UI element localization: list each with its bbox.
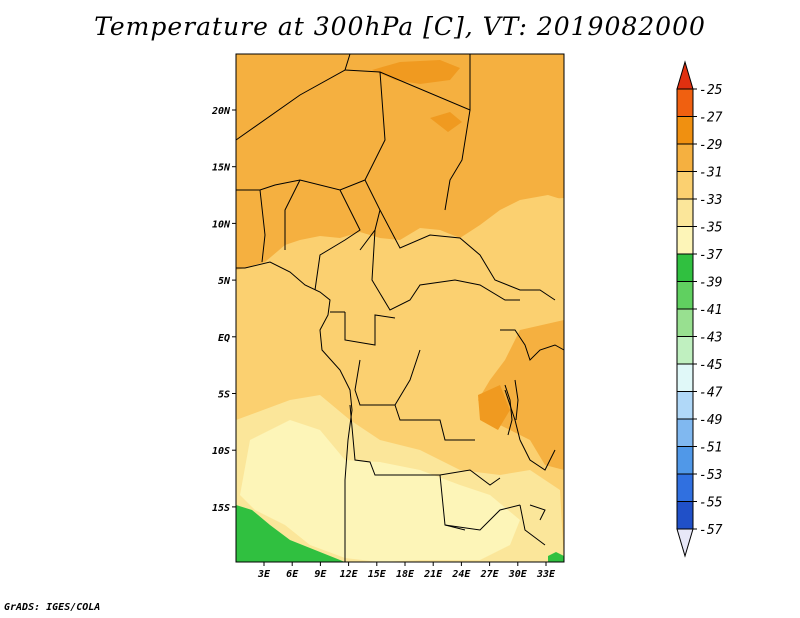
colorbar-label: -55 xyxy=(699,496,723,511)
lon-tick-label: 3E xyxy=(257,569,271,580)
colorbar-label: -51 xyxy=(699,441,722,456)
lon-tick-label: 21E xyxy=(423,569,443,580)
colorbar-label: -41 xyxy=(699,303,722,318)
map-title: Temperature at 300hPa [C], VT: 201908200… xyxy=(94,12,706,41)
colorbar-label: -43 xyxy=(699,331,722,346)
latitude-axis: 20N 15N 10N 5N EQ 5S 10S 15S xyxy=(211,106,236,514)
colorbar-swatch xyxy=(676,363,694,392)
region-orange-east xyxy=(478,320,564,470)
colorbar-bottom-arrow xyxy=(676,528,694,558)
colorbar-swatch xyxy=(676,336,694,365)
colorbar-swatch xyxy=(676,116,694,145)
colorbar-label: -27 xyxy=(699,111,723,126)
lat-tick-label: 5N xyxy=(218,276,231,287)
colorbar-swatch xyxy=(676,501,694,530)
colorbar-label: -33 xyxy=(699,193,722,208)
region-green-southeast xyxy=(548,552,564,562)
colorbar-swatch xyxy=(676,198,694,227)
colorbar-swatch xyxy=(676,308,694,337)
colorbar-swatch xyxy=(676,253,694,282)
colorbar-swatch xyxy=(676,446,694,475)
colorbar-swatch xyxy=(676,143,694,172)
region-orange-north xyxy=(236,54,564,270)
footer-credit: GrADS: IGES/COLA xyxy=(4,602,101,613)
colorbar-label: -39 xyxy=(699,276,722,291)
colorbar-label: -25 xyxy=(699,83,723,98)
longitude-axis: 3E 6E 9E 12E 15E 18E 21E 24E 27E 30E 33E xyxy=(257,562,556,580)
region-yellow-east xyxy=(505,198,564,300)
colorbar-label: -31 xyxy=(699,166,722,181)
colorbar-swatch xyxy=(676,226,694,255)
colorbar-top-arrow xyxy=(676,60,694,90)
lon-tick-label: 12E xyxy=(340,569,359,580)
lat-tick-label: EQ xyxy=(218,333,230,344)
lon-tick-label: 33E xyxy=(536,569,556,580)
country-borders xyxy=(235,53,565,562)
lon-tick-label: 9E xyxy=(314,569,327,580)
lon-tick-label: 27E xyxy=(480,569,500,580)
map-panel xyxy=(235,53,565,563)
colorbar-swatch xyxy=(676,418,694,447)
colorbar-swatch xyxy=(676,391,694,420)
lon-tick-label: 6E xyxy=(286,569,299,580)
lon-tick-label: 24E xyxy=(451,569,471,580)
region-orange-dark-2 xyxy=(430,112,462,132)
lat-tick-label: 10S xyxy=(212,446,230,457)
lat-tick-label: 5S xyxy=(218,390,230,401)
lon-tick-label: 18E xyxy=(396,569,415,580)
colorbar-swatch xyxy=(676,88,694,117)
region-green-southwest xyxy=(236,505,345,562)
lat-tick-label: 20N xyxy=(211,106,231,117)
colorbar-label: -37 xyxy=(699,248,723,263)
map-frame xyxy=(235,53,565,563)
lon-tick-label: 15E xyxy=(368,569,387,580)
colorbar-label: -47 xyxy=(699,386,723,401)
colorbar-label: -35 xyxy=(699,221,723,236)
colorbar-swatch xyxy=(676,281,694,310)
region-orange-lake xyxy=(478,385,510,430)
lat-tick-label: 10N xyxy=(212,219,231,230)
lon-tick-label: 30E xyxy=(508,569,528,580)
colorbar: -25 -27 -29 -31 -33 -35 -37 -39 -41 -43 -45 -47 -49 -… xyxy=(676,60,723,558)
lat-tick-label: 15S xyxy=(212,503,230,514)
colorbar-swatch xyxy=(676,473,694,502)
colorbar-label: -45 xyxy=(699,358,723,373)
colorbar-label: -53 xyxy=(699,468,722,483)
lat-tick-label: 15N xyxy=(212,163,231,174)
colorbar-swatch xyxy=(676,171,694,200)
colorbar-label: -49 xyxy=(699,413,722,428)
colorbar-label: -29 xyxy=(699,138,722,153)
colorbar-label: -57 xyxy=(699,523,723,538)
